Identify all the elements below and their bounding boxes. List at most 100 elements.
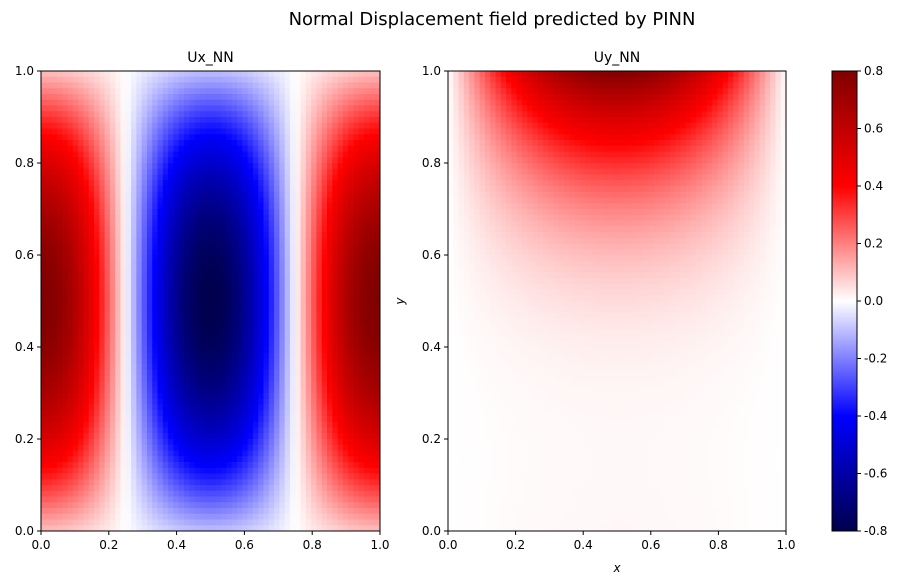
heatmap-cell	[221, 289, 227, 296]
heatmap-cell	[168, 249, 175, 256]
heatmap-cell	[263, 226, 270, 233]
heatmap-cell	[146, 427, 153, 434]
heatmap-cell	[374, 312, 380, 319]
heatmap-cell	[247, 191, 254, 199]
heatmap-cell	[120, 203, 127, 210]
heatmap-cell	[210, 99, 217, 107]
heatmap-cell	[215, 266, 222, 273]
heatmap-cell	[337, 289, 344, 296]
heatmap-cell	[374, 508, 380, 515]
heatmap-cell	[300, 375, 307, 383]
heatmap-cell	[236, 462, 243, 469]
heatmap-cell	[311, 122, 318, 130]
heatmap-cell	[189, 174, 196, 181]
heatmap-cell	[199, 209, 206, 216]
heatmap-cell	[152, 387, 159, 394]
heatmap-cell	[93, 249, 100, 256]
heatmap-cell	[327, 444, 333, 452]
heatmap-cell	[157, 393, 164, 400]
heatmap-cell	[358, 421, 365, 429]
heatmap-cell	[62, 335, 69, 342]
heatmap-cell	[189, 318, 196, 325]
heatmap-cell	[46, 393, 53, 400]
heatmap-cell	[327, 295, 333, 302]
heatmap-cell	[178, 134, 185, 141]
heatmap-cell	[300, 260, 307, 268]
heatmap-cell	[289, 416, 296, 423]
heatmap-cell	[72, 249, 79, 256]
heatmap-cell	[210, 404, 217, 411]
heatmap-cell	[125, 416, 132, 423]
heatmap-cell	[215, 157, 222, 164]
heatmap-cell	[194, 496, 201, 503]
heatmap-cell	[289, 473, 296, 480]
heatmap-cell	[353, 444, 360, 452]
heatmap-cell	[173, 364, 180, 371]
heatmap-cell	[141, 329, 148, 337]
heatmap-cell	[231, 381, 238, 388]
heatmap-cell	[51, 301, 58, 308]
heatmap-cell	[348, 151, 355, 158]
heatmap-cell	[173, 272, 180, 279]
heatmap-cell	[358, 508, 365, 515]
heatmap-cell	[162, 157, 169, 164]
heatmap-cell	[221, 324, 227, 331]
heatmap-cell	[62, 381, 69, 388]
heatmap-cell	[295, 508, 302, 515]
heatmap-cell	[295, 226, 302, 233]
heatmap-cell	[274, 427, 280, 434]
heatmap-cell	[184, 439, 190, 446]
heatmap-cell	[83, 151, 90, 158]
heatmap-cell	[136, 370, 143, 377]
heatmap-cell	[300, 232, 307, 239]
heatmap-cell	[226, 266, 233, 273]
heatmap-cell	[88, 502, 95, 509]
heatmap-cell	[72, 306, 79, 314]
heatmap-cell	[226, 462, 233, 469]
heatmap-cell	[115, 226, 122, 233]
heatmap-cell	[168, 214, 175, 222]
heatmap-cell	[374, 117, 380, 124]
heatmap-cell	[199, 433, 206, 440]
heatmap-cell	[252, 255, 259, 262]
heatmap-cell	[56, 82, 63, 89]
heatmap-cell	[152, 467, 159, 475]
heatmap-cell	[279, 427, 286, 434]
heatmap-cell	[358, 209, 365, 216]
heatmap-cell	[41, 467, 47, 475]
heatmap-cell	[178, 157, 185, 164]
heatmap-cell	[67, 410, 74, 417]
heatmap-cell	[78, 416, 84, 423]
heatmap-cell	[305, 496, 312, 503]
heatmap-cell	[125, 232, 132, 239]
heatmap-cell	[284, 398, 291, 406]
heatmap-cell	[295, 387, 302, 394]
heatmap-cell	[274, 186, 280, 193]
heatmap-cell	[136, 197, 143, 204]
heatmap-cell	[358, 324, 365, 331]
heatmap-cell	[279, 237, 286, 245]
heatmap-cell	[295, 295, 302, 302]
heatmap-cell	[311, 496, 318, 503]
heatmap-cell	[342, 283, 349, 291]
heatmap-cell	[109, 456, 116, 463]
heatmap-cell	[300, 243, 307, 250]
heatmap-cell	[173, 122, 180, 130]
heatmap-cell	[221, 398, 227, 406]
heatmap-cell	[78, 444, 84, 452]
heatmap-cell	[78, 364, 84, 371]
heatmap-cell	[295, 82, 302, 89]
heatmap-cell	[99, 479, 106, 486]
heatmap-cell	[268, 306, 275, 314]
heatmap-cell	[178, 88, 185, 95]
heatmap-cell	[131, 318, 137, 325]
heatmap-cell	[327, 266, 333, 273]
heatmap-cell	[289, 352, 296, 360]
heatmap-cell	[247, 82, 254, 89]
heatmap-cell	[178, 473, 185, 480]
heatmap-cell	[194, 398, 201, 406]
heatmap-cell	[146, 341, 153, 348]
heatmap-cell	[263, 513, 270, 521]
heatmap-cell	[162, 335, 169, 342]
heatmap-cell	[131, 128, 137, 135]
